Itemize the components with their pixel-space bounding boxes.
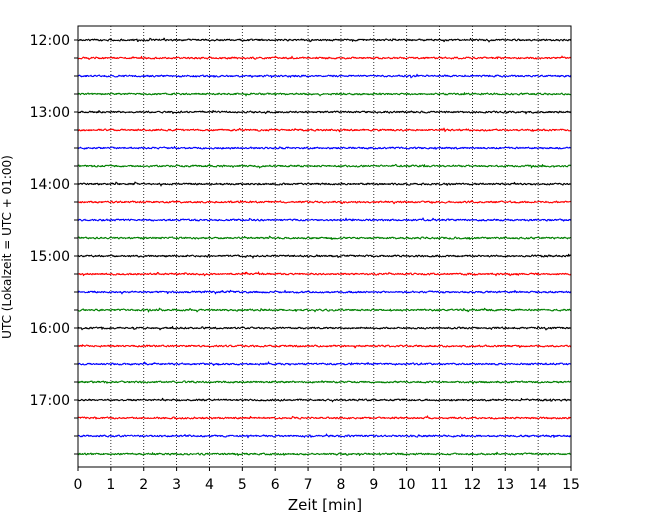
trace-line (77, 235, 572, 241)
trace-line (77, 380, 572, 385)
trace-line (77, 289, 572, 295)
x-axis: 0 1 2 3 4 5 6 7 8 9 10 11 12 13 14 15 (74, 467, 580, 493)
y-tick-label: 17:00 (30, 393, 70, 409)
x-tick-label: 8 (336, 477, 345, 493)
y-axis: 12:00 13:00 14:00 15:00 16:00 17:00 (30, 33, 78, 455)
y-tick-label: 14:00 (30, 177, 70, 193)
trace-line (77, 325, 572, 331)
x-tick-label: 14 (529, 477, 547, 493)
trace-line (77, 127, 572, 133)
x-tick-label: 7 (304, 477, 313, 493)
trace-line (77, 217, 572, 222)
y-tick-label: 13:00 (30, 105, 70, 121)
trace-line (77, 37, 572, 43)
x-axis-label: Zeit [min] (288, 496, 362, 514)
trace-line (77, 55, 572, 60)
trace-line (77, 109, 572, 115)
trace-line (77, 433, 572, 439)
y-tick-label: 15:00 (30, 249, 70, 265)
trace-line (77, 253, 572, 259)
y-tick-label: 16:00 (30, 321, 70, 337)
x-tick-label: 6 (271, 477, 280, 493)
trace-line (77, 344, 572, 349)
x-tick-label: 1 (106, 477, 115, 493)
plot-frame (77, 25, 572, 468)
trace-line (77, 307, 572, 313)
x-tick-label: 11 (431, 477, 449, 493)
y-tick-label: 12:00 (30, 33, 70, 49)
trace-layer (77, 37, 572, 457)
x-tick-label: 5 (238, 477, 247, 493)
trace-line (77, 451, 572, 457)
x-tick-label: 10 (398, 477, 416, 493)
trace-line (77, 92, 572, 97)
x-tick-label: 12 (463, 477, 481, 493)
trace-line (77, 163, 572, 169)
trace-line (77, 181, 572, 187)
x-tick-label: 2 (139, 477, 148, 493)
trace-line (77, 73, 572, 79)
trace-line (77, 361, 572, 366)
y-axis-label: UTC (Lokalzeit = UTC + 01:00) (0, 155, 14, 339)
x-tick-label: 9 (369, 477, 378, 493)
trace-line (77, 199, 572, 205)
x-tick-label: 0 (74, 477, 83, 493)
trace-line (77, 271, 572, 277)
x-tick-label: 3 (172, 477, 181, 493)
x-tick-label: 15 (562, 477, 580, 493)
trace-line (77, 415, 572, 420)
x-tick-label: 13 (496, 477, 514, 493)
trace-line (77, 397, 572, 403)
trace-line (77, 146, 572, 150)
x-tick-label: 4 (205, 477, 214, 493)
